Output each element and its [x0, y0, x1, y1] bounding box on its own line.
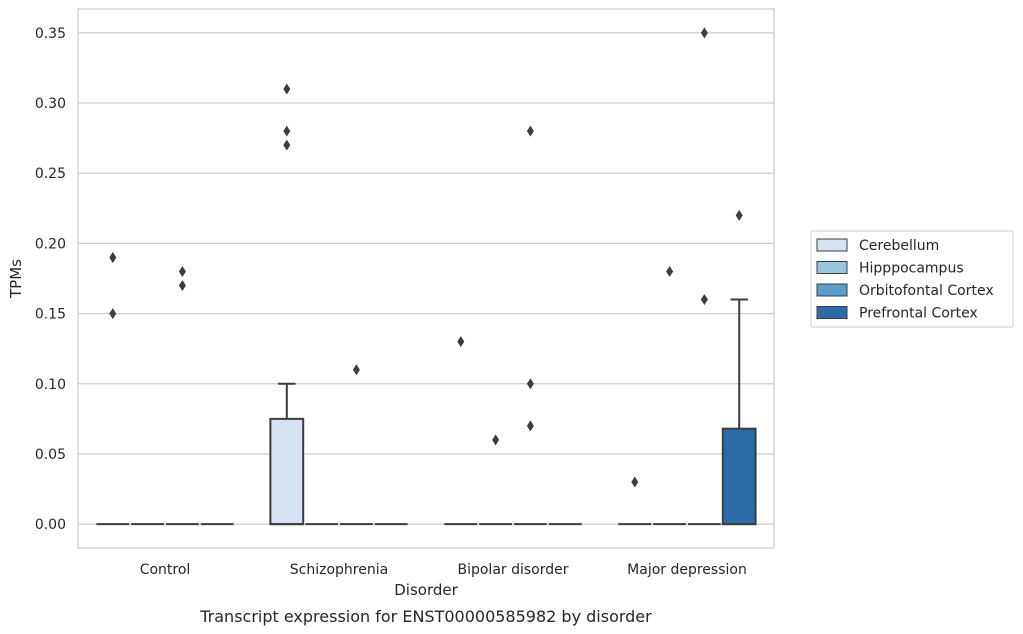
- box-prefrontal-cortex: [721, 209, 757, 526]
- x-tick-label: Major depression: [627, 562, 747, 578]
- box-cerebellum: [618, 476, 652, 526]
- outlier-point: [700, 294, 708, 306]
- box-cerebellum: [96, 251, 130, 526]
- y-tick-label: 0.10: [35, 377, 66, 393]
- x-tick-label: Bipolar disorder: [457, 562, 568, 578]
- outlier-point: [735, 209, 743, 221]
- legend-swatch: [816, 283, 848, 297]
- legend-frame: [810, 230, 1014, 328]
- outlier-point: [631, 476, 639, 488]
- x-axis-label: Disorder: [394, 581, 458, 599]
- box-orbitofontal-cortex: [166, 265, 199, 526]
- legend-swatch: [816, 261, 848, 274]
- box-cerebellum: [269, 83, 305, 526]
- legend: Cerebellum Hipppocampus Orbitofontal Corte…: [810, 230, 1014, 328]
- box-hipppocampus: [479, 434, 512, 526]
- y-tick-label: 0.35: [35, 26, 66, 42]
- box-orbitofontal-cortex: [688, 27, 721, 526]
- box-body: [269, 417, 305, 526]
- y-tick-label: 0.30: [35, 96, 66, 112]
- box-cerebellum: [444, 336, 478, 526]
- outlier-point: [109, 251, 117, 263]
- outlier-point: [178, 280, 186, 292]
- outlier-point: [283, 83, 291, 95]
- outlier-point: [457, 336, 465, 348]
- y-tick-label: 0.25: [35, 166, 66, 182]
- y-tick-label: 0.05: [35, 447, 66, 463]
- box-orbitofontal-cortex: [514, 125, 547, 526]
- tick-labels: 0.00 0.05 0.10 0.15 0.20 0.25 0.30 0.35 Control S…: [35, 26, 747, 578]
- y-tick-label: 0.20: [35, 236, 66, 252]
- outlier-point: [492, 434, 500, 446]
- chart-caption: Transcript expression for ENST0000058598…: [199, 607, 652, 626]
- plot-frame: [77, 8, 775, 549]
- outlier-point: [526, 125, 534, 137]
- gridlines: [78, 32, 774, 525]
- box-body: [721, 427, 757, 526]
- legend-label: Orbitofontal Cortex: [859, 283, 994, 299]
- x-tick-label: Control: [140, 562, 191, 578]
- legend-label: Hipppocampus: [859, 261, 964, 277]
- y-axis-label: TPMs: [7, 259, 25, 299]
- box-hipppocampus: [653, 265, 686, 526]
- x-tick-label: Schizophrenia: [290, 562, 388, 578]
- outlier-point: [109, 308, 117, 320]
- outlier-point: [526, 378, 534, 390]
- y-tick-label: 0.15: [35, 307, 66, 323]
- y-tick-label: 0.00: [35, 517, 66, 533]
- outlier-point: [283, 125, 291, 137]
- legend-label: Prefrontal Cortex: [859, 306, 978, 322]
- outlier-point: [526, 420, 534, 432]
- outlier-point: [700, 27, 708, 39]
- outlier-point: [352, 364, 360, 376]
- box-layer: [96, 27, 757, 526]
- outlier-point: [283, 139, 291, 151]
- outlier-point: [666, 265, 674, 277]
- box-orbitofontal-cortex: [340, 364, 373, 526]
- outlier-point: [178, 265, 186, 277]
- legend-label: Cerebellum: [859, 238, 939, 254]
- legend-swatch: [816, 306, 848, 319]
- legend-swatch: [816, 238, 848, 252]
